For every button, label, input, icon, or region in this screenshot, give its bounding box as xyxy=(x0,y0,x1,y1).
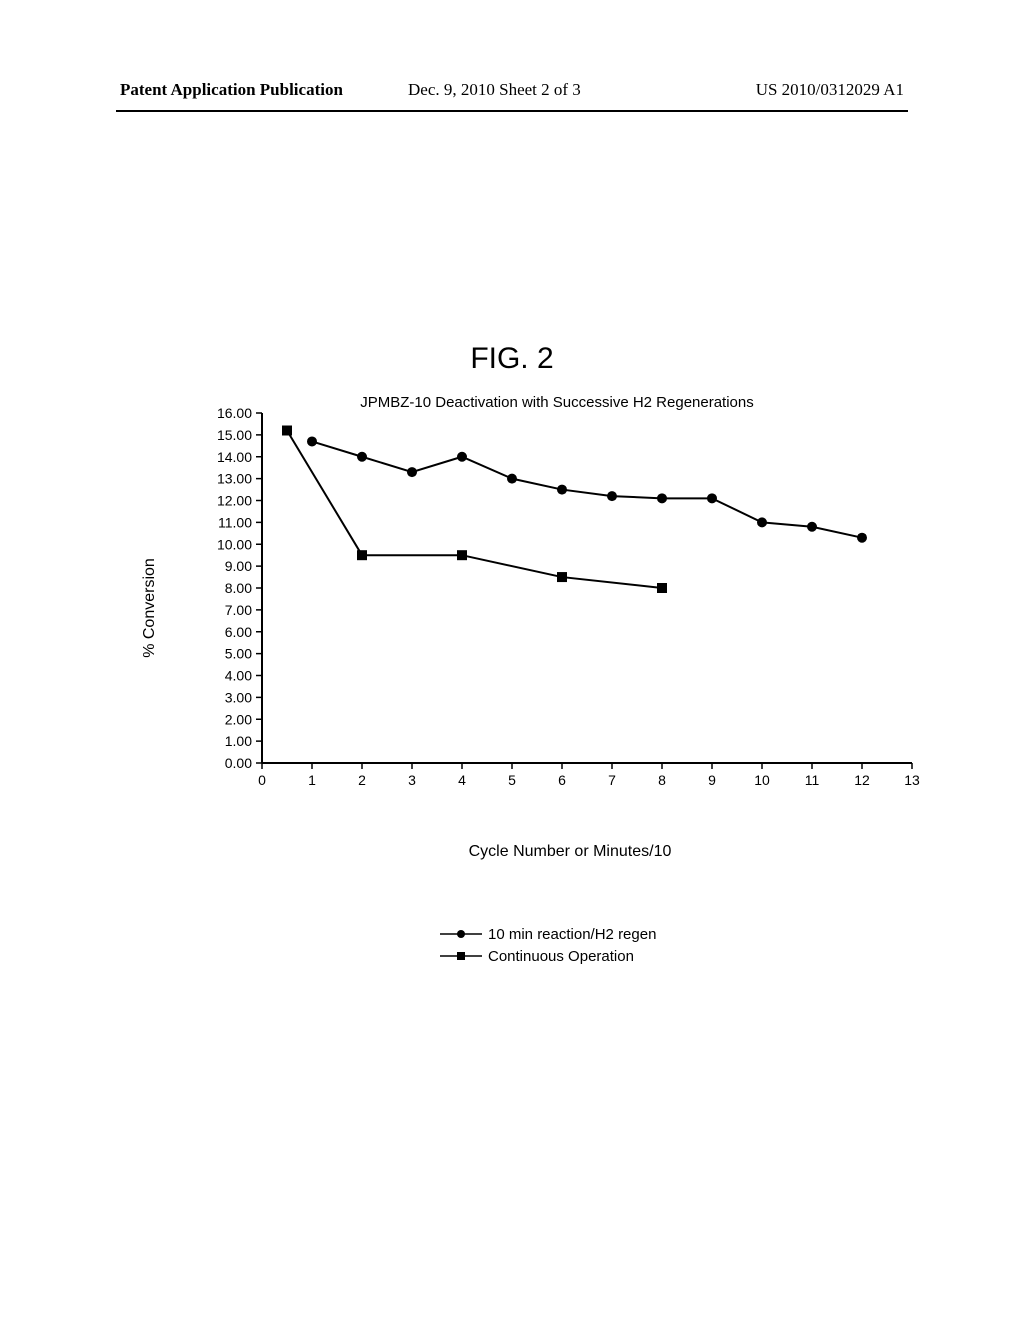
header-right: US 2010/0312029 A1 xyxy=(756,80,904,100)
page: Patent Application Publication Dec. 9, 2… xyxy=(0,0,1024,1320)
svg-text:5.00: 5.00 xyxy=(225,646,252,662)
legend-marker-square xyxy=(440,947,482,965)
header-rule xyxy=(116,110,908,112)
chart-title: JPMBZ-10 Deactivation with Successive H2… xyxy=(150,394,964,411)
svg-text:2.00: 2.00 xyxy=(225,711,252,727)
svg-text:7.00: 7.00 xyxy=(225,602,252,618)
svg-text:13: 13 xyxy=(904,772,920,788)
svg-text:4: 4 xyxy=(458,772,466,788)
svg-text:6.00: 6.00 xyxy=(225,624,252,640)
chart-svg: 0.001.002.003.004.005.006.007.008.009.00… xyxy=(262,413,912,803)
svg-text:3: 3 xyxy=(408,772,416,788)
svg-text:5: 5 xyxy=(508,772,516,788)
svg-text:4.00: 4.00 xyxy=(225,668,252,684)
y-axis-label: % Conversion xyxy=(141,558,159,658)
svg-text:15.00: 15.00 xyxy=(217,427,252,443)
svg-text:0.00: 0.00 xyxy=(225,755,252,771)
chart: % Conversion 0.001.002.003.004.005.006.0… xyxy=(190,413,950,803)
svg-text:1.00: 1.00 xyxy=(225,733,252,749)
svg-text:11: 11 xyxy=(805,772,820,788)
svg-text:0: 0 xyxy=(258,772,266,788)
legend-item: Continuous Operation xyxy=(440,945,964,967)
svg-text:9.00: 9.00 xyxy=(225,558,252,574)
legend-label: 10 min reaction/H2 regen xyxy=(488,926,656,943)
svg-text:16.00: 16.00 xyxy=(217,405,252,421)
svg-text:10: 10 xyxy=(754,772,770,788)
svg-text:8: 8 xyxy=(658,772,666,788)
svg-text:13.00: 13.00 xyxy=(217,471,252,487)
svg-text:14.00: 14.00 xyxy=(217,449,252,465)
svg-text:1: 1 xyxy=(308,772,316,788)
legend-label: Continuous Operation xyxy=(488,948,634,965)
svg-text:10.00: 10.00 xyxy=(217,536,252,552)
svg-text:11.00: 11.00 xyxy=(218,514,252,530)
header-center: Dec. 9, 2010 Sheet 2 of 3 xyxy=(408,80,581,100)
svg-text:12: 12 xyxy=(854,772,870,788)
legend: 10 min reaction/H2 regen Continuous Oper… xyxy=(440,923,964,967)
svg-text:2: 2 xyxy=(358,772,366,788)
svg-text:9: 9 xyxy=(708,772,716,788)
header-left: Patent Application Publication xyxy=(120,80,343,100)
figure-label: FIG. 2 xyxy=(60,342,964,376)
svg-text:6: 6 xyxy=(558,772,566,788)
plot-area: 0.001.002.003.004.005.006.007.008.009.00… xyxy=(262,413,912,763)
svg-text:8.00: 8.00 xyxy=(225,580,252,596)
legend-marker-circle xyxy=(440,925,482,943)
x-axis-label: Cycle Number or Minutes/10 xyxy=(469,843,672,861)
legend-item: 10 min reaction/H2 regen xyxy=(440,923,964,945)
svg-text:3.00: 3.00 xyxy=(225,689,252,705)
svg-text:7: 7 xyxy=(608,772,616,788)
svg-text:12.00: 12.00 xyxy=(217,493,252,509)
page-header: Patent Application Publication Dec. 9, 2… xyxy=(60,80,964,104)
